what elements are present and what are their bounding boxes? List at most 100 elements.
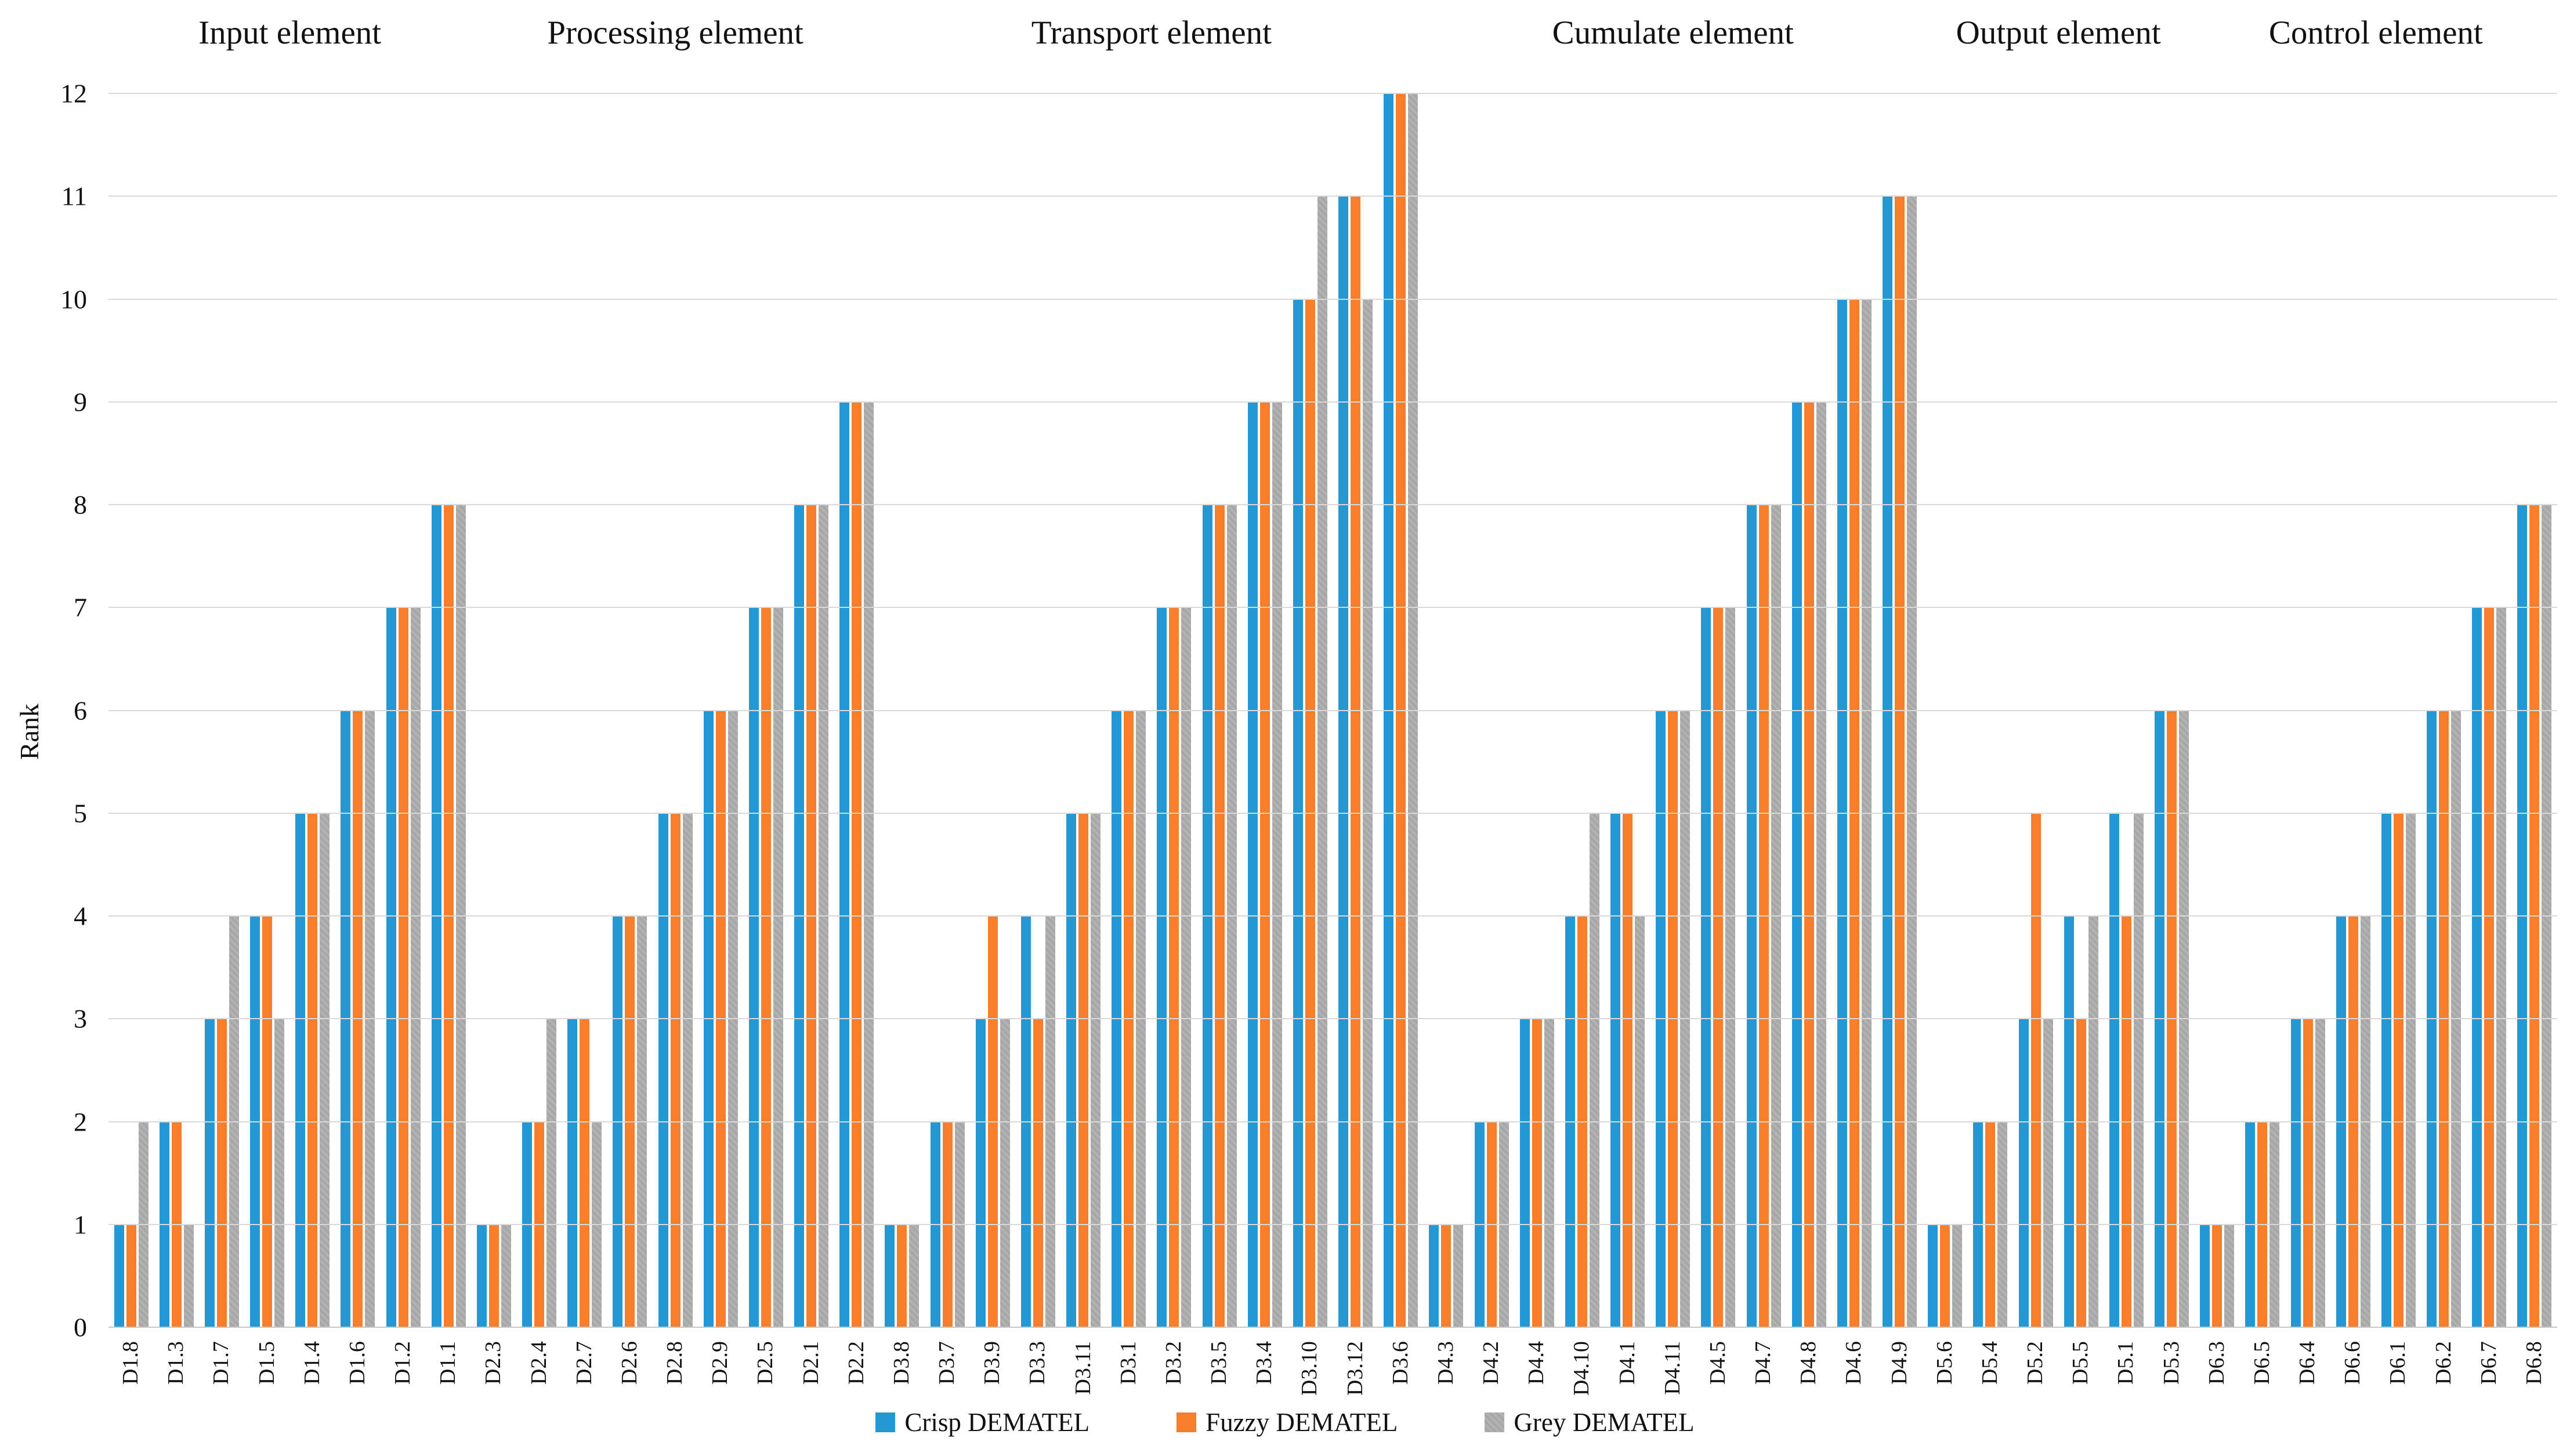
bar-grey [909, 1224, 920, 1327]
x-tick-label: D3.5 [1207, 1341, 1232, 1385]
bar-grey [1091, 813, 1101, 1327]
x-tick-label: D4.5 [1705, 1341, 1730, 1385]
fuzzy-swatch-icon [1177, 1412, 1197, 1432]
x-tick-label: D3.3 [1025, 1341, 1050, 1385]
y-tick-label: 11 [61, 181, 87, 211]
bar-grey [1181, 607, 1192, 1327]
legend-label: Fuzzy DEMATEL [1206, 1408, 1398, 1437]
x-tick-label: D3.12 [1342, 1341, 1367, 1396]
bar-crisp [2290, 1019, 2301, 1327]
bar-grey [2133, 813, 2144, 1327]
x-tick-label: D4.3 [1433, 1341, 1458, 1385]
bar-crisp [1247, 401, 1258, 1327]
gridline [108, 1018, 2557, 1020]
x-tick-label: D1.7 [209, 1341, 234, 1385]
bar-fuzzy [1940, 1224, 1950, 1327]
bar-fuzzy [2030, 813, 2041, 1327]
y-tick-label: 4 [74, 901, 87, 931]
bar-crisp [2109, 813, 2119, 1327]
bar-fuzzy [1441, 1224, 1451, 1327]
legend-item-crisp: Crisp DEMATEL [875, 1407, 1089, 1437]
plot-area: D1.8 D1.3 D1.7 D1.5 D1.4 D1.6 D1.2 D1.1 D2.3 D2.4… [108, 93, 2557, 1396]
gridline [108, 195, 2557, 197]
legend-item-fuzzy: Fuzzy DEMATEL [1177, 1407, 1398, 1437]
bar-fuzzy [852, 401, 862, 1327]
x-tick-label: D5.3 [2159, 1341, 2184, 1385]
bar-grey [1544, 1019, 1554, 1327]
bar-fuzzy [1259, 401, 1270, 1327]
y-tick-label: 9 [74, 387, 87, 417]
x-tick-label: D3.4 [1252, 1341, 1277, 1385]
y-tick-label: 12 [60, 78, 87, 108]
bar-fuzzy [897, 1224, 907, 1327]
bar-grey [410, 607, 421, 1327]
x-tick-label: D1.3 [164, 1341, 189, 1385]
x-tick-label: D3.7 [935, 1341, 960, 1385]
x-tick-label: D4.1 [1615, 1341, 1639, 1385]
bar-crisp [839, 401, 850, 1327]
bar-grey [2496, 607, 2507, 1327]
category-group: D4.5 [1696, 93, 1741, 1385]
bar-grey [1907, 196, 1917, 1327]
category-group: D6.4 [2285, 93, 2330, 1385]
bar-grey [1589, 813, 1599, 1327]
gridline [108, 1223, 2557, 1225]
bar-crisp [204, 1019, 215, 1327]
bar-grey [1272, 401, 1282, 1327]
bar-grey [2315, 1019, 2325, 1327]
category-group: D3.8 [879, 93, 925, 1385]
bar-grey [1952, 1224, 1963, 1327]
x-tick-label: D3.2 [1161, 1341, 1186, 1385]
x-tick-label: D6.8 [2521, 1341, 2546, 1385]
bar-crisp [476, 1224, 487, 1327]
x-tick-label: D1.4 [299, 1341, 324, 1385]
category-group: D6.3 [2195, 93, 2240, 1385]
category-group: D4.3 [1424, 93, 1469, 1385]
section-title: Cumulate element [1552, 14, 1794, 51]
bar-fuzzy [1895, 196, 1905, 1327]
bar-grey [1317, 196, 1327, 1327]
bar-fuzzy [1623, 813, 1633, 1327]
x-tick-label: D3.6 [1388, 1341, 1413, 1385]
bar-grey [2405, 813, 2416, 1327]
bar-fuzzy [2393, 813, 2404, 1327]
x-tick-label: D6.5 [2249, 1341, 2274, 1385]
category-group: D3.11 [1061, 93, 1106, 1395]
category-group: D3.4 [1242, 93, 1287, 1385]
x-tick-label: D2.5 [753, 1341, 778, 1385]
bar-crisp [885, 1224, 895, 1327]
bar-crisp [2381, 813, 2391, 1327]
bar-fuzzy [580, 1019, 590, 1327]
y-tick-label: 8 [74, 490, 87, 520]
x-tick-label: D5.5 [2068, 1341, 2093, 1385]
bar-crisp [1791, 401, 1802, 1327]
x-tick-label: D5.4 [1977, 1341, 2002, 1385]
legend-item-grey: Grey DEMATEL [1485, 1407, 1695, 1437]
x-tick-label: D4.2 [1479, 1341, 1504, 1385]
legend-label: Grey DEMATEL [1514, 1408, 1695, 1437]
bar-crisp [1157, 607, 1167, 1327]
bar-fuzzy [2076, 1019, 2086, 1327]
section-title: Transport element [1031, 14, 1272, 51]
bar-fuzzy [1351, 196, 1361, 1327]
category-group: D1.2 [381, 93, 426, 1385]
x-tick-label: D3.1 [1116, 1341, 1141, 1385]
x-tick-label: D4.11 [1660, 1341, 1685, 1395]
gridline [108, 607, 2557, 609]
x-tick-label: D6.1 [2386, 1341, 2410, 1385]
bar-fuzzy [216, 1019, 227, 1327]
bar-crisp [1883, 196, 1893, 1327]
bar-grey [773, 607, 783, 1327]
section-title: Output element [1956, 14, 2161, 51]
x-tick-label: D4.7 [1751, 1341, 1776, 1385]
bar-grey [501, 1224, 511, 1327]
bar-grey [2224, 1224, 2235, 1327]
category-group: D2.3 [471, 93, 516, 1385]
y-tick-label: 6 [74, 696, 87, 725]
bar-crisp [1701, 607, 1711, 1327]
section-group: D5.6 D5.4 D5.2 D5.5 D5.1 D5.3 [1923, 93, 2195, 1385]
bar-crisp [975, 1019, 986, 1327]
x-tick-label: D1.1 [436, 1341, 461, 1385]
bar-fuzzy [670, 813, 680, 1327]
y-axis-ticks: 0 1 2 3 4 5 6 7 8 9 10 11 12 [0, 79, 87, 1342]
